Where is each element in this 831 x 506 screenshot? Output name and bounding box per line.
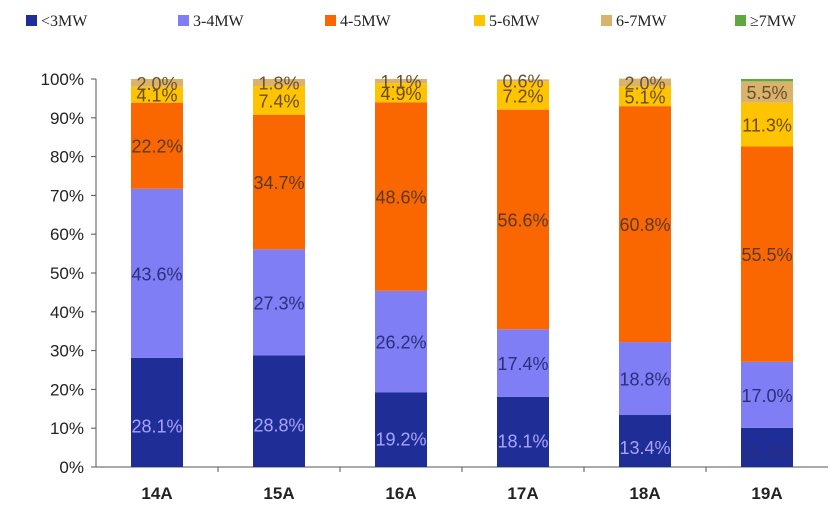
bar-segment: [131, 102, 183, 189]
bar-segment: [741, 102, 793, 147]
bars: [131, 78, 793, 467]
data-label: 18.8%: [619, 370, 670, 390]
data-label: 19.2%: [375, 430, 426, 450]
legend-label: 4-5MW: [340, 13, 392, 30]
bar-segment: [375, 83, 427, 103]
legend-swatch: [474, 15, 485, 26]
y-tick-label: 30%: [50, 342, 84, 361]
bar-segment: [497, 396, 549, 467]
bar-segment: [375, 102, 427, 291]
bar-segment: [497, 329, 549, 397]
x-tick-label: 19A: [751, 484, 782, 503]
legend-label: 3-4MW: [193, 13, 245, 30]
x-tick-label: 17A: [507, 484, 538, 503]
legend: <3MW 3-4MW 4-5MW 5-6MW 6-7MW ≥7MW: [26, 13, 797, 30]
legend-swatch: [325, 15, 336, 26]
bar-segment: [375, 392, 427, 467]
bar-segment: [497, 81, 549, 110]
data-label: 13.4%: [619, 438, 670, 458]
bar-segment: [253, 79, 305, 86]
bar-segment: [619, 78, 671, 87]
bar-segment: [741, 146, 793, 362]
legend-swatch: [601, 15, 612, 26]
bar-segment: [619, 342, 671, 416]
legend-label: <3MW: [41, 13, 88, 30]
bar-segment: [497, 79, 549, 82]
bar-segment: [741, 361, 793, 428]
data-labels: 28.1%43.6%22.2%4.1%2.0%28.8%27.3%34.7%7.…: [131, 72, 792, 464]
data-label: 5.5%: [746, 83, 787, 103]
legend-label: 5-6MW: [489, 13, 541, 30]
axes: 0% 10% 20% 30% 40% 50% 60% 70% 80% 90% 100% 14A 15A 1…: [41, 70, 828, 503]
y-tick-label: 40%: [50, 303, 84, 322]
data-label: 0.6%: [502, 72, 543, 92]
data-label: 7.2%: [502, 87, 543, 107]
data-label: 27.3%: [253, 293, 304, 313]
legend-label: 6-7MW: [616, 13, 668, 30]
data-label: 48.6%: [375, 188, 426, 208]
data-label: 2.0%: [136, 74, 177, 94]
data-label: 43.6%: [131, 264, 182, 284]
data-label: 22.2%: [131, 137, 182, 157]
data-label: 1.1%: [380, 72, 421, 92]
bar-segment: [741, 79, 793, 82]
bar-segment: [253, 355, 305, 467]
data-label: 28.1%: [131, 417, 182, 437]
data-label: 10.1%: [741, 443, 792, 463]
bar-segment: [375, 290, 427, 393]
y-tick-label: 80%: [50, 148, 84, 167]
x-tick-label: 18A: [629, 484, 660, 503]
bar-segment: [253, 114, 305, 250]
data-label: 56.6%: [497, 210, 548, 230]
bar-segment: [741, 427, 793, 467]
x-tick-label: 15A: [263, 484, 294, 503]
data-label: 1.8%: [258, 73, 299, 93]
y-tick-label: 10%: [50, 419, 84, 438]
y-tick-label: 90%: [50, 109, 84, 128]
data-label: 28.8%: [253, 416, 304, 436]
y-tick-label: 100%: [41, 70, 84, 89]
y-tick-label: 60%: [50, 225, 84, 244]
bar-segment: [131, 188, 183, 358]
data-label: 17.0%: [741, 386, 792, 406]
bar-segment: [253, 85, 305, 115]
y-tick-label: 50%: [50, 264, 84, 283]
data-label: 11.3%: [742, 116, 792, 136]
data-label: 34.7%: [253, 173, 304, 193]
x-tick-label: 16A: [385, 484, 416, 503]
y-tick-label: 0%: [59, 458, 84, 477]
data-label: 4.9%: [380, 84, 421, 104]
legend-swatch: [26, 15, 37, 26]
bar-segment: [619, 86, 671, 107]
legend-swatch: [735, 15, 746, 26]
bar-segment: [375, 79, 427, 84]
data-label: 4.1%: [136, 86, 177, 106]
bar-segment: [253, 249, 305, 356]
data-label: 60.8%: [619, 215, 670, 235]
bar-segment: [131, 357, 183, 467]
bar-segment: [497, 109, 549, 330]
data-label: 5.1%: [624, 87, 665, 107]
legend-label: ≥7MW: [750, 13, 797, 30]
bar-segment: [619, 415, 671, 467]
data-label: 26.2%: [375, 333, 426, 353]
data-label: 55.5%: [741, 245, 792, 265]
bar-segment: [741, 81, 793, 103]
data-label: 2.0%: [624, 73, 665, 93]
data-label: 18.1%: [497, 431, 548, 451]
data-label: 7.4%: [258, 91, 299, 111]
y-tick-label: 70%: [50, 186, 84, 205]
x-tick-label: 14A: [141, 484, 172, 503]
bar-segment: [131, 86, 183, 103]
legend-swatch: [178, 15, 189, 26]
bar-segment: [619, 106, 671, 343]
bar-segment: [131, 79, 183, 87]
data-label: 17.4%: [497, 354, 548, 374]
y-tick-label: 20%: [50, 380, 84, 399]
